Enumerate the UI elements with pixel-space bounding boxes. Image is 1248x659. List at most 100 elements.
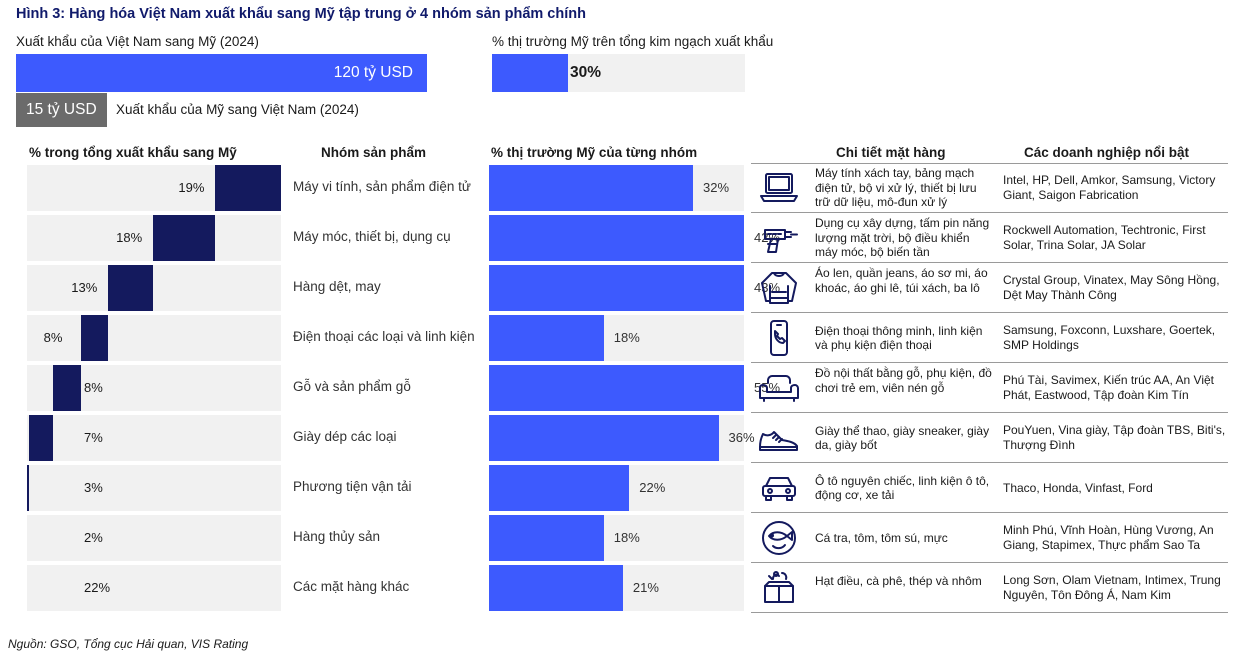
row-divider <box>751 362 1228 363</box>
notable-companies: Thaco, Honda, Vinfast, Ford <box>1003 480 1153 495</box>
product-group-label: Điện thoại các loại và linh kiện <box>293 329 475 344</box>
export-share-label: 7% <box>84 430 103 445</box>
smartphone-icon <box>757 318 801 358</box>
export-share-track: 18% <box>27 215 281 261</box>
product-details: Ô tô nguyên chiếc, linh kiện ô tô, động … <box>815 473 990 503</box>
export-share-bar <box>153 215 216 261</box>
import-from-us-bar: 15 tỷ USD <box>16 93 107 127</box>
us-market-share-bar <box>489 165 693 211</box>
us-market-share-label: 18% <box>613 330 640 345</box>
header-group: Nhóm sản phẩm <box>321 145 427 160</box>
export-share-label: 2% <box>84 530 103 545</box>
product-group-label: Hàng dệt, may <box>293 279 381 294</box>
row-divider <box>751 412 1228 413</box>
product-details: Áo len, quần jeans, áo sơ mi, áo khoác, … <box>815 266 988 295</box>
export-share-track: 7% <box>27 415 281 461</box>
seafood-icon <box>757 518 801 558</box>
product-details: Cá tra, tôm, tôm sú, mực <box>815 530 948 545</box>
figure-title: Hình 3: Hàng hóa Việt Nam xuất khẩu sang… <box>16 6 586 22</box>
export-to-us-value: 120 tỷ USD <box>333 64 413 81</box>
us-market-share-bar <box>489 265 744 311</box>
us-market-share-label: 32% <box>703 180 730 195</box>
source-note: Nguồn: GSO, Tổng cục Hải quan, VIS Ratin… <box>8 637 249 651</box>
export-share-label: 19% <box>178 180 205 195</box>
row-divider <box>751 462 1228 463</box>
us-share-bar <box>492 54 568 92</box>
export-share-bar <box>53 365 81 411</box>
table-row: 18% Máy móc, thiết bị, dụng cụ 42% Dụng cụ … <box>0 213 1248 263</box>
product-details: Điện thoại thông minh, linh kiện và phụ … <box>815 323 983 353</box>
us-market-share-label: 22% <box>639 480 666 495</box>
drill-icon <box>757 218 801 258</box>
export-share-label: 3% <box>84 480 103 495</box>
export-share-label: 22% <box>84 580 111 595</box>
product-group-label: Phương tiện vận tải <box>293 479 412 494</box>
us-market-share-track: 21% <box>489 565 744 611</box>
table-row: 7% Giày dép các loại 36% Giày thể thao, già… <box>0 413 1248 463</box>
notable-companies: Phú Tài, Savimex, Kiến trúc AA, An Việt … <box>1003 373 1215 402</box>
row-divider <box>751 562 1228 563</box>
product-details: Đồ nội thất bằng gỗ, phụ kiện, đồ chơi t… <box>815 366 992 395</box>
product-group-label: Giày dép các loại <box>293 429 397 444</box>
export-share-label: 8% <box>84 380 103 395</box>
car-icon <box>757 468 801 508</box>
import-from-us-label: Xuất khẩu của Mỹ sang Việt Nam (2024) <box>116 102 359 117</box>
notable-companies: Crystal Group, Vinatex, May Sông Hồng, D… <box>1003 273 1220 302</box>
us-market-share-label: 21% <box>632 580 659 595</box>
product-group-label: Các mặt hàng khác <box>293 579 410 594</box>
export-share-label: 13% <box>71 280 98 295</box>
us-market-share-track: 55% <box>489 365 780 411</box>
export-share-label: 18% <box>116 230 143 245</box>
product-details: Giày thể thao, giày sneaker, giày da, gi… <box>815 423 990 453</box>
us-market-share-bar <box>489 315 604 361</box>
export-share-bar <box>80 315 109 361</box>
export-to-us-label: Xuất khẩu của Việt Nam sang Mỹ (2024) <box>16 34 259 49</box>
table-row: 8% Gỗ và sản phẩm gỗ 55% Đồ nội thất bằng g… <box>0 363 1248 413</box>
table-row: 22% Các mặt hàng khác 21% Hạt điều, cà phê,… <box>0 563 1248 613</box>
us-market-share-track: 18% <box>489 315 744 361</box>
table-row: 8% Điện thoại các loại và linh kiện 18% Điệ… <box>0 313 1248 363</box>
export-share-bar <box>108 265 154 311</box>
us-market-share-bar <box>489 415 719 461</box>
header-divider <box>751 163 1228 164</box>
export-share-bar <box>27 465 29 511</box>
goods-box-icon <box>757 568 801 608</box>
product-group-label: Máy vi tính, sản phẩm điện tử <box>293 179 471 194</box>
notable-companies: Minh Phú, Vĩnh Hoàn, Hùng Vương, An Gian… <box>1003 523 1214 552</box>
table-row: 2% Hàng thủy sản 18% Cá tra, tôm, tôm sú, m… <box>0 513 1248 563</box>
us-share-label: % thị trường Mỹ trên tổng kim ngạch xuất… <box>492 34 774 49</box>
export-share-track: 8% <box>27 365 281 411</box>
us-market-share-label: 36% <box>728 430 755 445</box>
us-market-share-track: 22% <box>489 465 744 511</box>
row-divider <box>751 512 1228 513</box>
export-share-track: 8% <box>27 315 281 361</box>
notable-companies: PouYuen, Vina giày, Tập đoàn TBS, Biti's… <box>1003 423 1226 452</box>
sofa-icon <box>757 368 801 408</box>
notable-companies: Samsung, Foxconn, Luxshare, Goertek, SMP… <box>1003 323 1216 352</box>
laptop-icon <box>757 168 801 208</box>
us-market-share-bar <box>489 515 604 561</box>
table-row: 13% Hàng dệt, may 43% Áo len, quần jeans, á… <box>0 263 1248 313</box>
header-us-market-share: % thị trường Mỹ của từng nhóm <box>491 145 698 160</box>
header-details: Chi tiết mặt hàng <box>836 145 946 160</box>
us-share-value: 30% <box>570 64 602 81</box>
us-market-share-bar <box>489 565 623 611</box>
sweater-icon <box>757 268 801 308</box>
us-share-track: 30% <box>492 54 745 92</box>
us-market-share-track: 18% <box>489 515 744 561</box>
us-market-share-track: 36% <box>489 415 755 461</box>
notable-companies: Long Sơn, Olam Vietnam, Intimex, Trung N… <box>1003 573 1221 602</box>
us-market-share-track: 32% <box>489 165 744 211</box>
product-group-label: Máy móc, thiết bị, dụng cụ <box>293 229 451 244</box>
table-row: 3% Phương tiện vận tải 22% Ô tô nguyên chiế… <box>0 463 1248 513</box>
notable-companies: Intel, HP, Dell, Amkor, Samsung, Victory… <box>1003 173 1216 202</box>
product-details: Dụng cụ xây dựng, tấm pin năng lượng mặt… <box>815 216 990 259</box>
export-share-track: 22% <box>27 565 281 611</box>
export-share-track: 19% <box>27 165 281 211</box>
product-details: Hạt điều, cà phê, thép và nhôm <box>815 573 982 588</box>
us-market-share-track: 42% <box>489 215 780 261</box>
table-row: 19% Máy vi tính, sản phẩm điện tử 32% Máy t… <box>0 163 1248 213</box>
notable-companies: Rockwell Automation, Techtronic, First S… <box>1003 223 1206 252</box>
export-share-track: 13% <box>27 265 281 311</box>
us-market-share-bar <box>489 215 744 261</box>
